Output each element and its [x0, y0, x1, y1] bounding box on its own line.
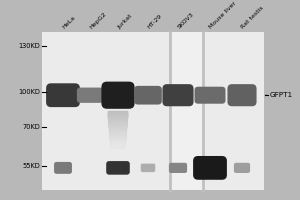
Text: HepG2: HepG2 [88, 11, 107, 30]
FancyBboxPatch shape [109, 126, 127, 133]
FancyBboxPatch shape [108, 112, 128, 119]
FancyBboxPatch shape [110, 142, 126, 149]
FancyBboxPatch shape [108, 117, 128, 124]
Text: SKOV3: SKOV3 [176, 12, 195, 30]
FancyBboxPatch shape [194, 87, 226, 104]
FancyBboxPatch shape [110, 139, 126, 146]
FancyBboxPatch shape [169, 163, 187, 173]
FancyBboxPatch shape [193, 156, 227, 180]
FancyBboxPatch shape [101, 82, 135, 109]
Text: 100KD: 100KD [18, 89, 40, 95]
FancyBboxPatch shape [110, 132, 127, 139]
FancyBboxPatch shape [110, 134, 126, 141]
Text: HT-29: HT-29 [146, 14, 163, 30]
Text: Mouse liver: Mouse liver [208, 1, 238, 30]
FancyBboxPatch shape [227, 84, 256, 106]
Text: 55KD: 55KD [22, 163, 40, 169]
FancyBboxPatch shape [110, 136, 126, 143]
FancyBboxPatch shape [109, 121, 128, 128]
FancyBboxPatch shape [110, 141, 126, 147]
Bar [42, 32, 264, 190]
Text: 70KD: 70KD [22, 124, 40, 130]
FancyBboxPatch shape [46, 83, 80, 107]
FancyBboxPatch shape [109, 124, 127, 131]
FancyBboxPatch shape [134, 86, 162, 105]
FancyBboxPatch shape [109, 122, 128, 129]
FancyBboxPatch shape [109, 127, 127, 134]
FancyBboxPatch shape [109, 131, 127, 138]
Text: Jurkat: Jurkat [116, 13, 133, 30]
FancyBboxPatch shape [141, 164, 155, 172]
Bar [42, 32, 170, 190]
Text: HeLa: HeLa [61, 15, 76, 30]
FancyBboxPatch shape [106, 161, 130, 175]
FancyBboxPatch shape [108, 119, 128, 126]
FancyBboxPatch shape [234, 163, 250, 173]
FancyBboxPatch shape [108, 114, 128, 121]
Bar [203, 32, 264, 190]
FancyBboxPatch shape [77, 88, 103, 103]
FancyBboxPatch shape [54, 162, 72, 174]
FancyBboxPatch shape [108, 116, 128, 123]
Text: Rat testis: Rat testis [241, 6, 265, 30]
Text: GFPT1: GFPT1 [270, 92, 293, 98]
FancyBboxPatch shape [163, 84, 194, 106]
Text: 130KD: 130KD [18, 43, 40, 49]
FancyBboxPatch shape [109, 129, 127, 136]
FancyBboxPatch shape [108, 111, 128, 118]
FancyBboxPatch shape [110, 137, 126, 144]
